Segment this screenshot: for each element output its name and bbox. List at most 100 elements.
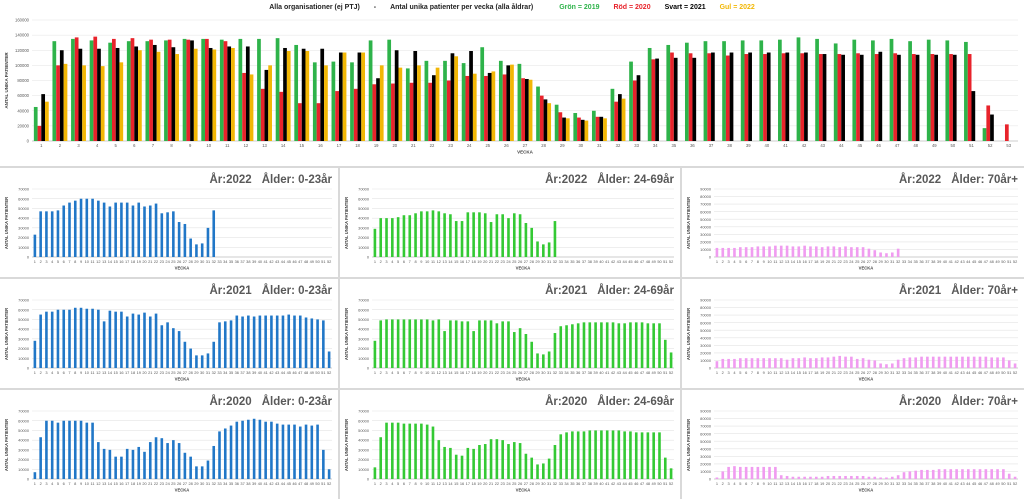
legend-2019: Grön = 2019 [559,4,600,11]
x-tick-label: 26 [504,143,509,148]
bar [833,43,838,141]
x-tick-label: 14 [108,259,113,264]
bar [85,308,89,368]
bar [524,223,528,257]
x-tick-label: 4 [391,259,394,264]
bar [437,440,441,479]
y-tick-label: 0 [367,477,370,482]
bar [394,50,399,141]
bar [518,443,522,479]
x-tick-label: 23 [843,259,847,264]
y-tick-label: 60000 [700,209,712,214]
bar [512,332,516,368]
x-tick-label: 43 [960,481,964,486]
y-tick-label: 60000 [358,418,370,423]
bar [195,466,198,479]
x-tick-label: 23 [843,370,847,375]
bar [867,476,871,479]
bar [577,117,581,141]
bar [897,54,901,141]
x-tick-label: 47 [984,481,988,486]
bar [391,218,394,257]
x-tick-label: 28 [873,481,877,486]
x-tick-label: 32 [212,370,216,375]
bar [873,360,877,368]
bar [466,212,470,257]
bar [517,63,522,141]
bar [154,203,158,257]
bar [491,71,496,141]
x-tick-label: 13 [785,259,789,264]
x-tick-label: 6 [63,481,65,486]
x-tick-label: 38 [588,481,592,486]
bar [617,430,621,479]
bar [454,320,458,368]
x-tick-label: 19 [137,370,141,375]
bar [750,247,754,257]
x-tick-label: 43 [820,143,825,148]
bar [844,246,847,257]
bar [270,421,273,479]
bar [785,245,789,257]
bar [342,52,347,141]
bar [111,38,116,141]
x-tick-label: 44 [622,481,627,486]
x-tick-label: 45 [287,481,291,486]
bar [850,475,853,479]
x-tick-label: 19 [477,259,481,264]
x-tick-label: 23 [160,481,164,486]
bar [611,430,615,479]
bar [762,246,766,257]
x-tick-label: 22 [838,481,842,486]
x-tick-label: 7 [751,259,753,264]
bar [420,319,423,368]
bar [669,352,673,368]
x-tick-label: 48 [646,370,650,375]
bar [102,448,106,479]
x-tick-label: 21 [411,143,416,148]
bar [126,41,131,141]
bar [536,86,540,141]
bar [715,247,719,257]
bar [966,469,970,479]
x-tick-label: 4 [391,370,394,375]
y-tick-label: 60000 [17,93,29,98]
bar [172,211,175,257]
bar [623,323,626,368]
bar [1013,363,1017,368]
bar [478,445,481,479]
bar [279,91,284,141]
bar [45,211,48,257]
bar [688,53,693,141]
x-tick-label: 19 [137,481,141,486]
x-tick-label: 24 [506,370,511,375]
x-tick-label: 26 [177,481,181,486]
x-tick-label: 11 [431,481,435,486]
x-tick-label: 39 [593,259,597,264]
bar [160,325,164,368]
x-tick-label: 16 [460,259,464,264]
y-tick-label: 0 [367,366,370,371]
bar [324,65,328,141]
x-tick-label: 39 [593,481,597,486]
x-tick-label: 34 [564,259,569,264]
bar [512,442,516,479]
x-tick-label: 14 [448,370,453,375]
x-tick-label: 9 [80,481,82,486]
bar [137,446,141,479]
y-axis-label: ANTAL UNIKA PATIENTER [344,419,349,471]
bar [507,321,510,368]
y-tick-label: 10000 [358,467,370,472]
y-tick-label: 50000 [358,206,370,211]
x-tick-label: 42 [611,259,615,264]
bar [443,446,446,479]
x-tick-label: 36 [576,259,580,264]
x-tick-label: 46 [292,481,296,486]
bar [108,310,112,368]
bar [312,62,317,141]
bar [684,42,689,141]
bar [809,476,812,479]
x-tick-label: 20 [392,143,397,148]
bar [449,447,452,479]
bar [252,316,256,368]
